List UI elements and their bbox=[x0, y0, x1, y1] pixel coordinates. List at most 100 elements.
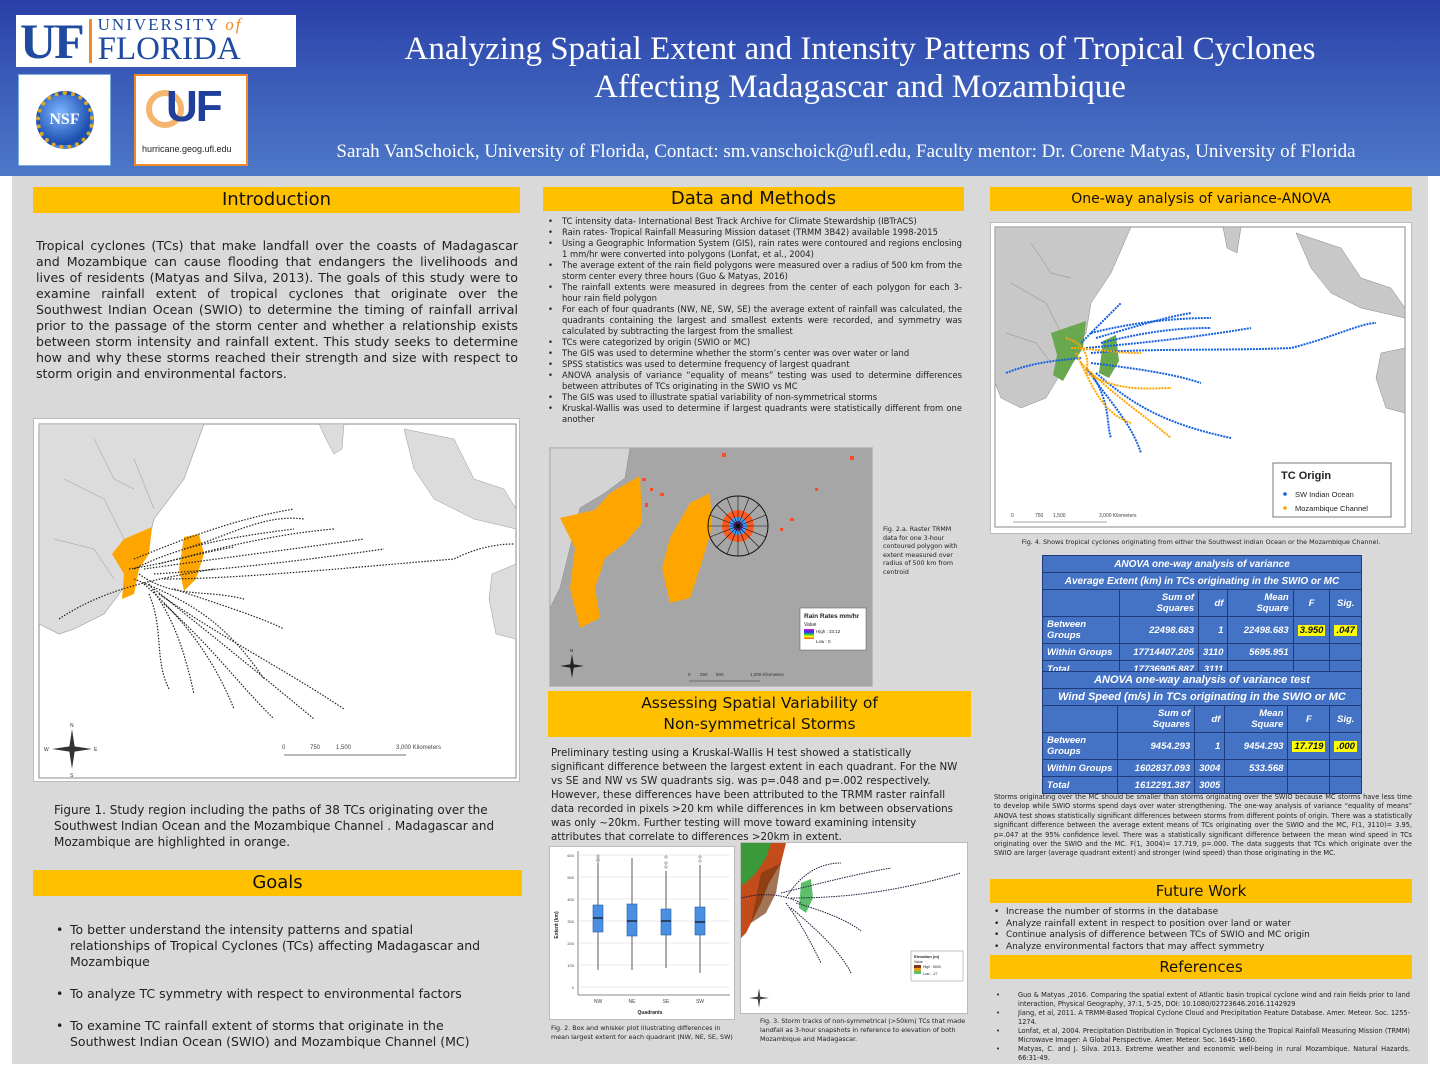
table-row: Within Groups 1602837.093 3004 533.568 bbox=[1041, 759, 1362, 777]
table-subtitle: Wind Speed (m/s) in TCs originating in t… bbox=[1042, 688, 1362, 706]
references-list-container: Guo & Matyas ,2016. Comparing the spatia… bbox=[994, 991, 1410, 1063]
reference-item: Matyas, C. and J. Silva. 2013. Extreme w… bbox=[994, 1045, 1410, 1063]
introduction-heading: Introduction bbox=[33, 187, 520, 213]
figure-2a-map: Rain Rates mm/hr Value High : 33.12 Low … bbox=[549, 447, 873, 687]
table-title: ANOVA one-way analysis of variance test bbox=[1042, 671, 1362, 689]
svg-text:W: W bbox=[44, 747, 49, 753]
svg-text:250: 250 bbox=[700, 672, 708, 677]
data-methods-heading: Data and Methods bbox=[543, 187, 964, 211]
elevation-tracks-map: Elevation (m) Value High : 5000 Low : -2… bbox=[741, 843, 964, 1008]
method-item: The GIS was used to determine whether th… bbox=[546, 348, 962, 359]
sig-value-highlight: .000 bbox=[1334, 740, 1357, 752]
reference-item: Jiang, et al, 2011. A TRMM-Based Tropica… bbox=[994, 1009, 1410, 1027]
figure-4-map: TC Origin SW Indian Ocean Mozambique Cha… bbox=[990, 222, 1412, 534]
svg-text:Value: Value bbox=[804, 622, 817, 628]
goal-item: To better understand the intensity patte… bbox=[56, 922, 496, 970]
svg-text:NE: NE bbox=[629, 999, 637, 1005]
svg-text:750: 750 bbox=[310, 745, 321, 751]
uf-logo-divider bbox=[88, 19, 92, 63]
figure-2a-caption: Fig. 2.a. Raster TRMM data for one 3-hou… bbox=[883, 526, 958, 576]
study-region-map: N S E W 0 750 1,500 3,000 Kilometers bbox=[38, 423, 517, 779]
authors-line: Sarah VanSchoick, University of Florida,… bbox=[336, 141, 1356, 162]
reference-item: Guo & Matyas ,2016. Comparing the spatia… bbox=[994, 991, 1410, 1009]
svg-text:Extent (km): Extent (km) bbox=[554, 911, 560, 939]
uf-logo-university: UNIVERSITY bbox=[97, 15, 220, 34]
table-row: Total 1612291.387 3005 bbox=[1041, 776, 1362, 794]
method-item: The average extent of the rain field pol… bbox=[546, 260, 962, 282]
references-heading: References bbox=[990, 955, 1412, 979]
svg-text:Low : -27: Low : -27 bbox=[923, 972, 937, 976]
introduction-body: Tropical cyclones (TCs) that make landfa… bbox=[36, 238, 518, 381]
svg-text:N: N bbox=[570, 648, 573, 653]
svg-text:0: 0 bbox=[282, 745, 286, 751]
anova-heading: One-way analysis of variance-ANOVA bbox=[990, 187, 1412, 211]
method-item: Kruskal-Wallis was used to determine if … bbox=[546, 403, 962, 425]
future-work-list-container: Increase the number of storms in the dat… bbox=[992, 907, 1412, 953]
svg-text:0: 0 bbox=[688, 672, 691, 677]
table-header-row: Sum of Squares df Mean Square F Sig. bbox=[1041, 589, 1362, 617]
svg-text:1,500: 1,500 bbox=[336, 745, 352, 751]
svg-text:500: 500 bbox=[567, 875, 574, 880]
svg-text:0: 0 bbox=[572, 985, 575, 990]
goals-list: To better understand the intensity patte… bbox=[56, 922, 496, 1050]
future-work-item: Analyze environmental factors that may a… bbox=[992, 942, 1412, 954]
table-row: Within Groups 17714407.205 3110 5695.951 bbox=[1041, 643, 1362, 661]
boxplot-chart: 600 500 400 300 200 100 0 Extent (km) NW NE SE… bbox=[554, 851, 730, 1016]
svg-text:1,000 Kilometers: 1,000 Kilometers bbox=[750, 672, 785, 677]
table-row: Between Groups 22498.683 1 22498.683 3.950.0… bbox=[1041, 616, 1362, 644]
svg-text:High : 33.12: High : 33.12 bbox=[816, 629, 841, 634]
anova-discussion: Storms originating over the MC should be… bbox=[994, 793, 1412, 858]
hurricane-logo-uf: UF bbox=[166, 82, 223, 131]
tc-origin-map: TC Origin SW Indian Ocean Mozambique Cha… bbox=[994, 226, 1406, 528]
scale-bar: 0 750 1,500 3,000 Kilometers bbox=[1011, 513, 1137, 523]
svg-text:500: 500 bbox=[716, 672, 724, 677]
method-item: Using a Geographic Information System (G… bbox=[546, 238, 962, 260]
goal-item: To examine TC rainfall extent of storms … bbox=[56, 1018, 496, 1050]
future-work-heading: Future Work bbox=[990, 879, 1412, 903]
poster-header: UF UNIVERSITY of FLORIDA NSF UF hurrican… bbox=[0, 0, 1440, 176]
method-item: The rainfall extents were measured in de… bbox=[546, 282, 962, 304]
future-work-item: Increase the number of storms in the dat… bbox=[992, 907, 1412, 919]
uf-logo-florida: FLORIDA bbox=[97, 31, 241, 67]
svg-text:0: 0 bbox=[1011, 513, 1014, 519]
goal-item: To analyze TC symmetry with respect to e… bbox=[56, 986, 496, 1002]
svg-text:1,500: 1,500 bbox=[1053, 513, 1066, 519]
figure-4-caption: Fig. 4. Shows tropical cyclones originat… bbox=[1021, 538, 1381, 546]
svg-text:300: 300 bbox=[567, 919, 574, 924]
svg-text:SW Indian Ocean: SW Indian Ocean bbox=[1295, 490, 1354, 499]
nsf-logo: NSF bbox=[18, 74, 111, 166]
method-item: The GIS was used to illustrate spatial v… bbox=[546, 392, 962, 403]
svg-text:SW: SW bbox=[696, 999, 704, 1005]
anova-table-wind-speed: ANOVA one-way analysis of variance test … bbox=[1041, 671, 1362, 794]
anova-table-extent: ANOVA one-way analysis of variance Avera… bbox=[1041, 555, 1362, 678]
nsf-globe-icon: NSF bbox=[35, 91, 94, 149]
table-header-row: Sum of Squares df Mean Square F Sig. bbox=[1041, 705, 1362, 733]
hurricane-lab-logo: UF hurricane.geog.ufl.edu bbox=[134, 74, 248, 166]
figure-1-caption: Figure 1. Study region including the pat… bbox=[54, 803, 495, 849]
svg-text:750: 750 bbox=[1035, 513, 1044, 519]
title-line-2: Affecting Madagascar and Mozambique bbox=[594, 69, 1126, 105]
svg-text:High : 5000: High : 5000 bbox=[923, 965, 941, 969]
method-item: ANOVA analysis of variance “equality of … bbox=[546, 370, 962, 392]
svg-text:Low : 0: Low : 0 bbox=[816, 639, 831, 644]
svg-text:3,000 Kilometers: 3,000 Kilometers bbox=[396, 745, 441, 751]
scale-bar: 0 750 1,500 3,000 Kilometers bbox=[282, 745, 441, 756]
method-item: TCs were categorized by origin (SWIO or … bbox=[546, 337, 962, 348]
data-methods-list-container: TC intensity data- International Best Tr… bbox=[546, 216, 962, 425]
svg-text:Value: Value bbox=[914, 960, 923, 964]
f-value-highlight: 17.719 bbox=[1292, 740, 1326, 752]
goals-list-container: To better understand the intensity patte… bbox=[56, 922, 496, 1066]
table-title: ANOVA one-way analysis of variance bbox=[1042, 555, 1362, 573]
scale-bar: 0 250 500 1,000 Kilometers bbox=[688, 672, 785, 682]
svg-text:Quadrants: Quadrants bbox=[637, 1010, 662, 1016]
reference-item: Lonfat, et al, 2004. Precipitation Distr… bbox=[994, 1027, 1410, 1045]
method-item: TC intensity data- International Best Tr… bbox=[546, 216, 962, 227]
trmm-raster-map: Rain Rates mm/hr Value High : 33.12 Low … bbox=[550, 448, 867, 682]
future-work-list: Increase the number of storms in the dat… bbox=[992, 907, 1412, 953]
uf-logo-of: of bbox=[225, 15, 243, 34]
svg-text:S: S bbox=[70, 773, 74, 779]
future-work-item: Analyze rainfall extent in respect to po… bbox=[992, 919, 1412, 931]
figure-1-map: N S E W 0 750 1,500 3,000 Kilometers bbox=[33, 418, 520, 782]
uf-logo: UF UNIVERSITY of FLORIDA bbox=[16, 15, 296, 67]
svg-text:Mozambique Channel: Mozambique Channel bbox=[1295, 504, 1368, 513]
